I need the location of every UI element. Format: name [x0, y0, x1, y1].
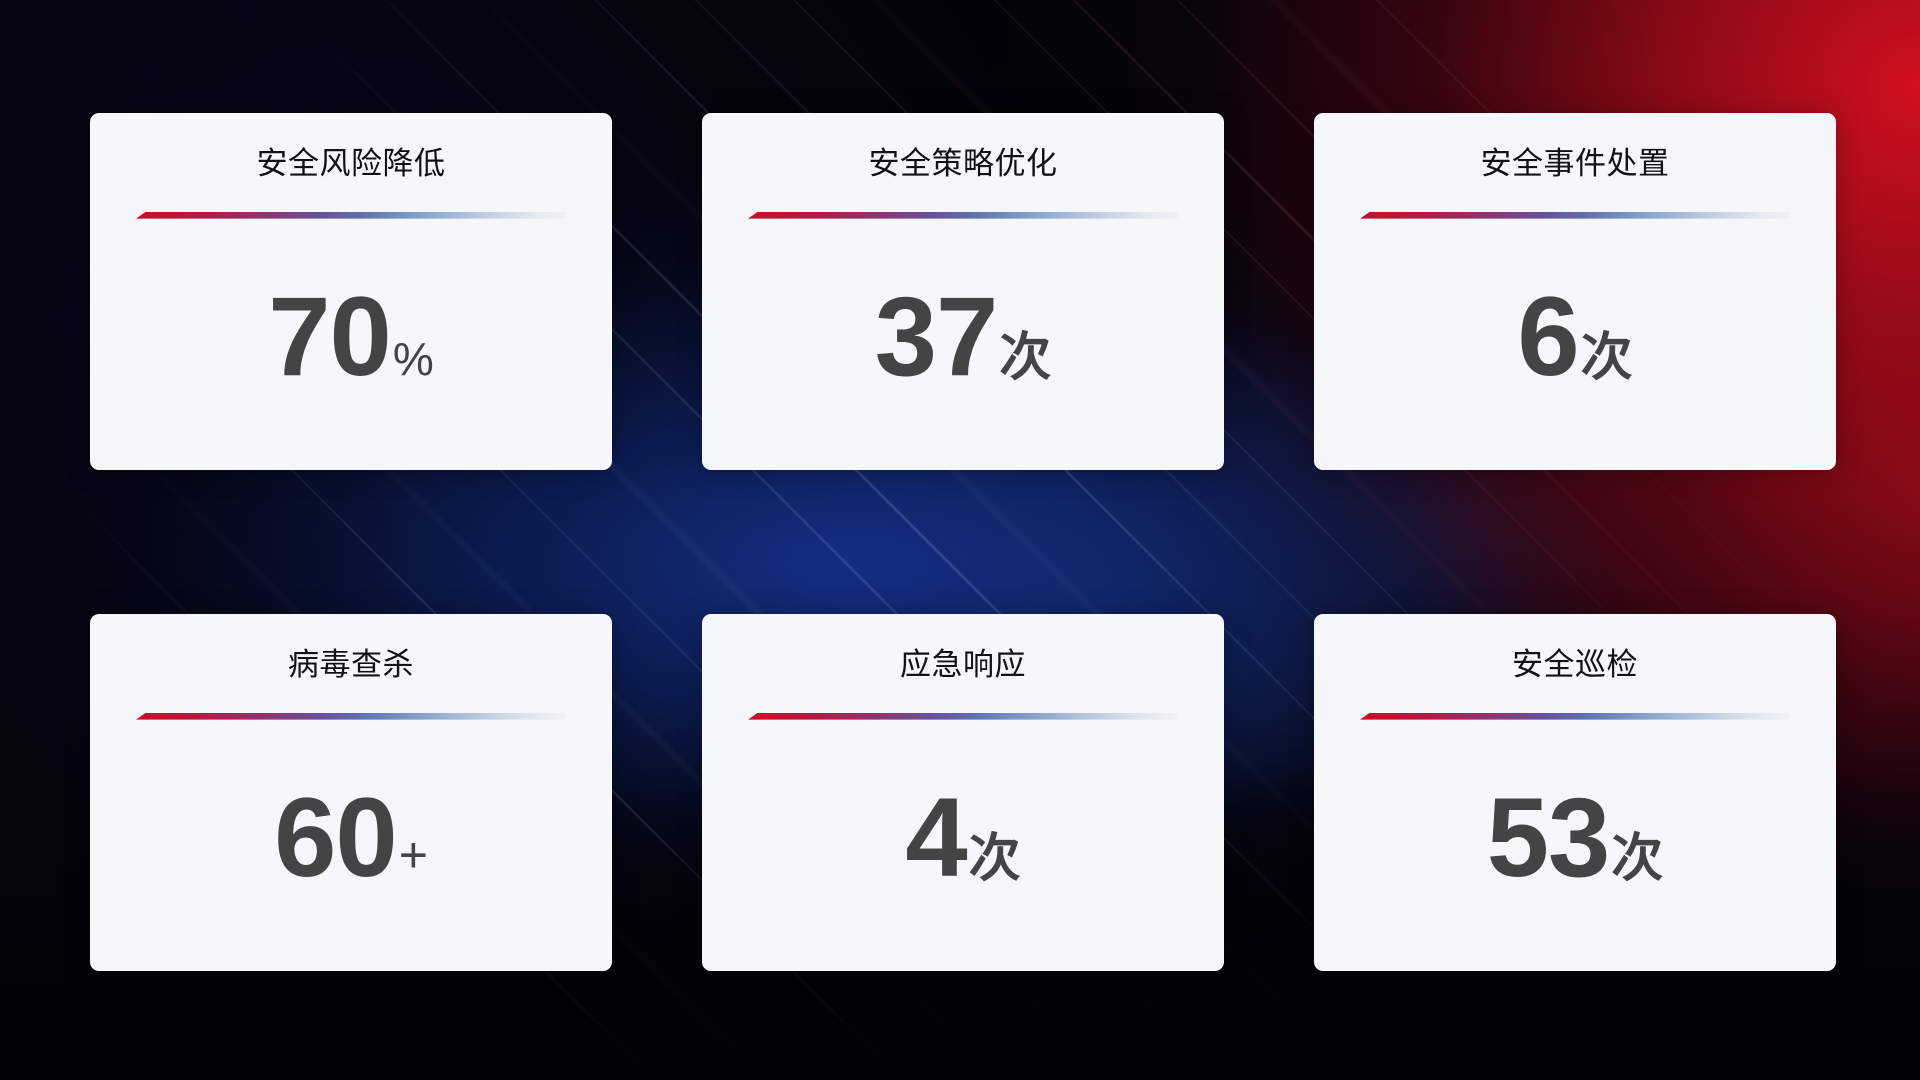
stat-value-unit: 次 [999, 328, 1052, 387]
gradient-divider [136, 712, 566, 720]
gradient-divider [748, 712, 1178, 720]
stat-value-row: 70% [136, 219, 566, 470]
stat-value-number: 60 [274, 774, 398, 900]
stat-card-emergency-response[interactable]: 应急响应 4 次 [702, 614, 1224, 971]
stat-value-group: 70% [268, 273, 434, 399]
gradient-divider [1360, 211, 1790, 219]
stat-card-title: 安全事件处置 [1480, 146, 1670, 181]
gradient-divider-bar [1360, 211, 1790, 219]
stat-value-row: 60 + [136, 720, 566, 971]
stat-value-row: 53 次 [1360, 720, 1790, 971]
stat-value-number: 53 [1486, 774, 1611, 900]
stat-value-number: 70 [268, 273, 392, 399]
gradient-divider-bar [748, 712, 1178, 720]
stat-value-unit: + [398, 826, 428, 883]
stat-card-title: 安全巡检 [1512, 647, 1638, 682]
gradient-divider-bar [136, 211, 566, 219]
stat-value-unit: 次 [1611, 829, 1664, 888]
stat-card-grid: 安全风险降低 70% 安全策略优化 37 次安全事件处置 6 次病毒查杀 60 + 应急响应 4 次安… [90, 113, 1836, 971]
stat-value-number: 37 [874, 273, 999, 399]
stat-card-title: 病毒查杀 [288, 647, 414, 682]
gradient-divider [136, 211, 566, 219]
stat-card-security-incident-handling[interactable]: 安全事件处置 6 次 [1314, 113, 1836, 470]
stat-card-security-policy-optimization[interactable]: 安全策略优化 37 次 [702, 113, 1224, 470]
stat-value-unit: 次 [1580, 328, 1633, 387]
stat-value-group: 53 次 [1486, 774, 1664, 900]
stat-card-title: 安全策略优化 [868, 146, 1058, 181]
stat-value-row: 37 次 [748, 219, 1178, 470]
gradient-divider-bar [136, 712, 566, 720]
gradient-divider [1360, 712, 1790, 720]
stat-value-unit: % [392, 332, 434, 385]
stat-value-number: 6 [1517, 273, 1579, 399]
stat-card-virus-scan-removal[interactable]: 病毒查杀 60 + [90, 614, 612, 971]
gradient-divider-bar [1360, 712, 1790, 720]
stat-card-title: 安全风险降低 [256, 146, 446, 181]
stat-value-number: 4 [905, 774, 967, 900]
stat-card-security-inspection[interactable]: 安全巡检 53 次 [1314, 614, 1836, 971]
stat-value-group: 37 次 [874, 273, 1052, 399]
stat-card-security-risk-reduction[interactable]: 安全风险降低 70% [90, 113, 612, 470]
stat-card-title: 应急响应 [900, 647, 1026, 682]
gradient-divider-bar [748, 211, 1178, 219]
gradient-divider [748, 211, 1178, 219]
stat-value-group: 60 + [274, 774, 428, 900]
stat-value-unit: 次 [968, 829, 1021, 888]
